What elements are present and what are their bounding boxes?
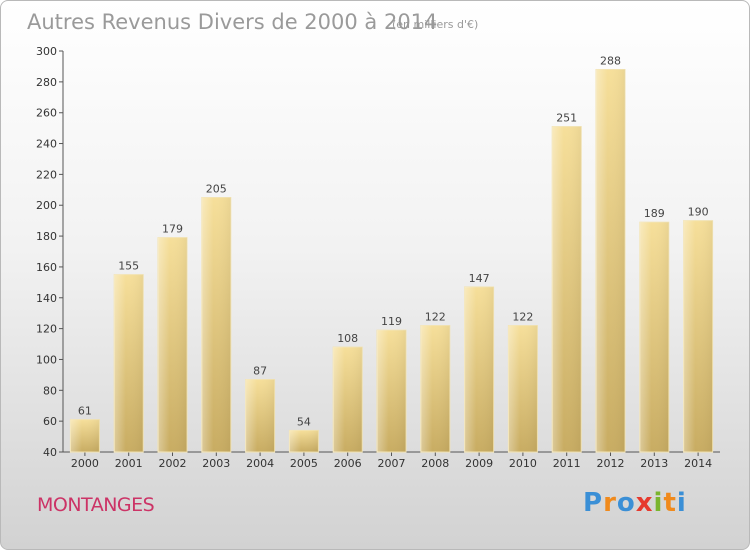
value-label: 189 [644, 207, 665, 220]
x-tick-label: 2012 [597, 457, 625, 470]
y-tick-label: 160 [36, 261, 57, 274]
x-tick-label: 2014 [684, 457, 712, 470]
y-tick-label: 200 [36, 199, 57, 212]
x-tick-label: 2006 [334, 457, 362, 470]
bar-highlight [158, 237, 187, 452]
logo-letter: r [603, 488, 617, 518]
value-label: 251 [556, 112, 577, 125]
y-tick-label: 60 [43, 415, 57, 428]
bar-highlight [377, 330, 406, 452]
logo-letter: i [653, 488, 664, 518]
value-label: 190 [688, 206, 709, 219]
y-tick-label: 120 [36, 323, 57, 336]
bar-highlight [683, 220, 713, 452]
value-label: 122 [425, 311, 446, 324]
y-tick-label: 140 [36, 292, 57, 305]
y-tick-label: 260 [36, 107, 57, 120]
x-tick-label: 2004 [246, 457, 274, 470]
y-tick-label: 220 [36, 168, 57, 181]
bar-highlight [289, 430, 319, 452]
x-tick-label: 2000 [71, 457, 99, 470]
x-tick-label: 2008 [421, 457, 449, 470]
bar-highlight [70, 419, 100, 452]
commune-name: MONTANGES [37, 494, 155, 516]
logo-letter: i [676, 488, 687, 518]
value-label: 155 [118, 260, 139, 273]
proxiti-logo: Proxiti [583, 488, 687, 518]
value-label: 61 [78, 405, 92, 418]
y-tick-label: 280 [36, 76, 57, 89]
x-tick-label: 2011 [553, 457, 581, 470]
value-label: 179 [162, 223, 183, 236]
chart-subtitle: (en milliers d'€) [392, 18, 478, 31]
y-tick-label: 40 [43, 446, 57, 459]
y-tick-label: 240 [36, 138, 57, 151]
x-tick-label: 2007 [378, 457, 406, 470]
logo-letter: x [635, 488, 654, 518]
value-label: 288 [600, 55, 621, 68]
x-tick-label: 2009 [465, 457, 493, 470]
value-label: 119 [381, 315, 402, 328]
y-tick-label: 100 [36, 353, 57, 366]
bars: 61 155 179 205 87 54 108 119 122 147 122 251 288 189 1… [69, 55, 714, 453]
bar-highlight [420, 325, 450, 452]
bar-highlight [508, 325, 538, 452]
value-label: 108 [337, 332, 358, 345]
y-tick-label: 300 [36, 45, 57, 58]
logo-letter: P [583, 488, 604, 518]
value-label: 54 [297, 415, 311, 428]
bar-highlight [333, 347, 363, 452]
y-tick-label: 80 [43, 384, 57, 397]
x-tick-label: 2010 [509, 457, 537, 470]
x-axis: 2000 2001 2002 2003 2004 2005 2006 2007 2008 2009… [63, 451, 720, 470]
x-tick-label: 2003 [202, 457, 230, 470]
bar-highlight [639, 222, 669, 452]
bar-highlight [201, 197, 231, 452]
x-tick-label: 2002 [159, 457, 187, 470]
value-label: 87 [253, 365, 267, 378]
value-label: 205 [206, 183, 227, 196]
bar-highlight [552, 126, 582, 453]
bar-highlight [114, 274, 144, 452]
bar-highlight [596, 69, 625, 452]
x-tick-label: 2001 [115, 457, 143, 470]
value-label: 122 [512, 311, 533, 324]
x-tick-label: 2005 [290, 457, 318, 470]
chart-title: Autres Revenus Divers de 2000 à 2014 [27, 10, 437, 34]
bar-highlight [245, 379, 275, 452]
y-axis: 40 60 80 100 120 140 160 180 200 220 240 260 280 300 [36, 45, 64, 459]
value-label: 147 [469, 272, 490, 285]
x-tick-label: 2013 [640, 457, 668, 470]
y-tick-label: 180 [36, 230, 57, 243]
logo-letter: t [663, 488, 677, 518]
bar-highlight [464, 286, 494, 452]
logo-letter: o [616, 488, 636, 518]
